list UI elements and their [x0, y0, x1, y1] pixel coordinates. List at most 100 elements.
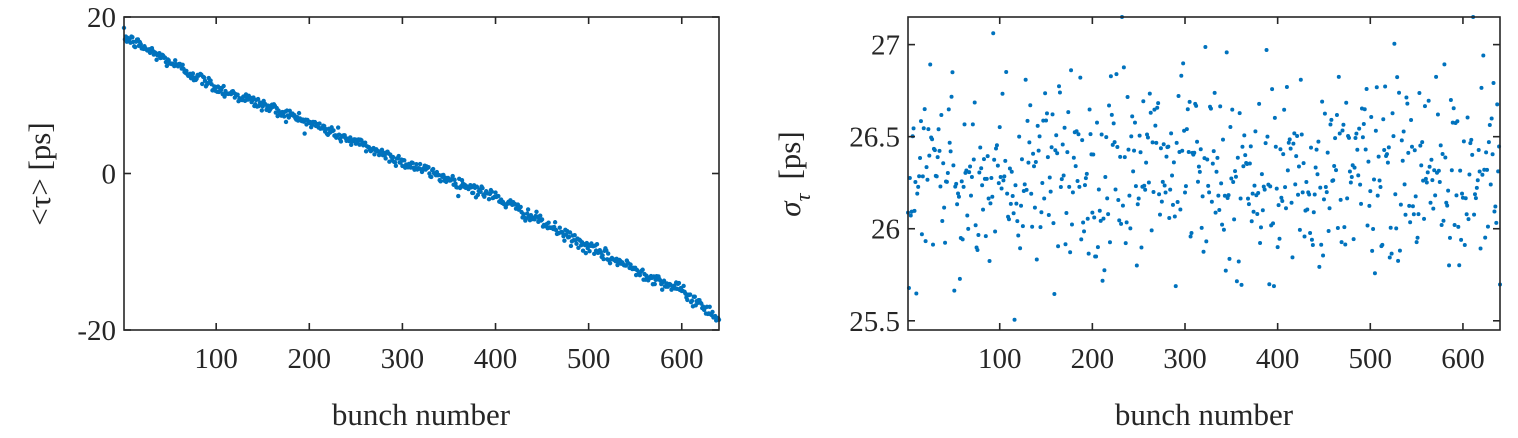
- right-data-point: [1097, 208, 1102, 213]
- right-data-point: [1048, 189, 1053, 194]
- right-data-point: [1049, 145, 1054, 150]
- right-data-point: [1131, 169, 1136, 174]
- left-data-point: [283, 119, 289, 125]
- left-data-point: [480, 185, 485, 191]
- right-data-point: [1366, 159, 1371, 164]
- left-data-point: [331, 128, 336, 133]
- left-data-point: [634, 267, 640, 273]
- right-data-point: [1099, 132, 1104, 137]
- right-data-point: [1407, 203, 1412, 208]
- right-y-axis-sigma: σ: [772, 200, 807, 217]
- right-data-point: [1417, 91, 1422, 95]
- chart-mean-delay: 20 0 -20 100 200 300 400 500 600 bunch n…: [22, 2, 722, 432]
- right-xtick-label-200: 200: [1071, 343, 1115, 375]
- right-data-point: [1189, 230, 1194, 235]
- right-data-point: [1256, 191, 1261, 196]
- right-data-point: [1022, 182, 1027, 187]
- right-data-point: [1455, 119, 1460, 124]
- right-data-point: [946, 107, 951, 112]
- left-data-point: [707, 304, 712, 309]
- right-data-point: [1335, 225, 1340, 230]
- right-data-point: [1329, 117, 1334, 122]
- right-data-point: [1486, 140, 1491, 145]
- right-data-point: [1181, 61, 1186, 66]
- right-data-point: [1459, 237, 1464, 242]
- right-data-point: [1150, 140, 1155, 145]
- left-data-point: [429, 174, 434, 180]
- right-data-point: [1327, 206, 1332, 211]
- right-scatter-series: [906, 15, 1502, 322]
- right-data-point: [1163, 190, 1168, 195]
- right-data-point: [1146, 180, 1151, 185]
- right-data-point: [916, 184, 921, 189]
- right-data-point: [1243, 153, 1248, 158]
- right-xtick-label-300: 300: [1163, 343, 1207, 375]
- right-data-point: [952, 288, 957, 293]
- left-data-point: [338, 139, 344, 144]
- right-data-point: [1275, 245, 1280, 250]
- left-data-point: [426, 165, 431, 170]
- right-data-point: [1372, 271, 1377, 276]
- right-data-point: [983, 234, 988, 239]
- right-data-point: [1246, 202, 1251, 207]
- right-data-point: [1174, 140, 1179, 145]
- right-data-point: [1390, 111, 1395, 116]
- right-data-point: [1147, 91, 1152, 96]
- right-data-point: [945, 171, 950, 176]
- left-data-point: [452, 177, 457, 182]
- right-data-point: [1069, 222, 1074, 227]
- right-data-point: [1171, 160, 1176, 165]
- right-data-point: [1442, 62, 1447, 67]
- right-data-point: [1485, 167, 1490, 172]
- right-data-point: [913, 180, 918, 184]
- right-data-point: [1107, 103, 1112, 108]
- right-data-point: [1292, 131, 1297, 136]
- right-xtick-label-100: 100: [978, 343, 1022, 375]
- right-data-point: [1332, 163, 1337, 168]
- right-data-point: [1023, 77, 1028, 82]
- right-data-point: [962, 122, 967, 127]
- right-data-point: [1300, 190, 1305, 195]
- right-data-point: [1218, 104, 1223, 109]
- right-data-point: [1230, 107, 1235, 112]
- right-data-point: [1173, 284, 1178, 289]
- left-data-point: [221, 83, 226, 89]
- right-data-point: [1317, 264, 1322, 269]
- left-data-point: [637, 273, 643, 278]
- right-data-point: [1315, 172, 1320, 177]
- left-xtick-label-400: 400: [474, 343, 518, 375]
- left-data-point: [438, 179, 443, 184]
- right-data-point: [1475, 178, 1480, 183]
- right-data-point: [1328, 122, 1333, 127]
- right-data-point: [1020, 224, 1025, 229]
- right-data-point: [1102, 268, 1107, 273]
- right-data-point: [1465, 115, 1470, 120]
- right-data-point: [1271, 221, 1276, 226]
- right-data-point: [1116, 197, 1121, 202]
- right-data-point: [1473, 196, 1478, 201]
- right-data-point: [1188, 234, 1193, 239]
- right-data-point: [1448, 98, 1453, 103]
- right-data-point: [1124, 220, 1129, 225]
- right-data-point: [1122, 155, 1127, 160]
- right-data-point: [960, 237, 965, 242]
- right-data-point: [1436, 168, 1441, 173]
- right-data-point: [1112, 140, 1117, 145]
- left-data-point: [489, 189, 494, 194]
- right-data-point: [1405, 101, 1410, 106]
- left-data-point: [681, 283, 686, 289]
- left-data-point: [474, 184, 480, 189]
- left-scatter-series: [121, 25, 722, 323]
- right-data-point: [1452, 222, 1457, 227]
- right-data-point: [1095, 245, 1100, 250]
- right-data-point: [1028, 103, 1033, 108]
- left-data-point: [383, 156, 388, 161]
- right-data-point: [1069, 68, 1074, 73]
- right-data-point: [1296, 192, 1301, 197]
- right-data-point: [1157, 212, 1162, 217]
- right-data-point: [1198, 147, 1203, 152]
- right-data-point: [1038, 225, 1043, 230]
- right-data-point: [1141, 99, 1146, 104]
- left-data-point: [281, 114, 287, 119]
- right-data-point: [1079, 237, 1084, 242]
